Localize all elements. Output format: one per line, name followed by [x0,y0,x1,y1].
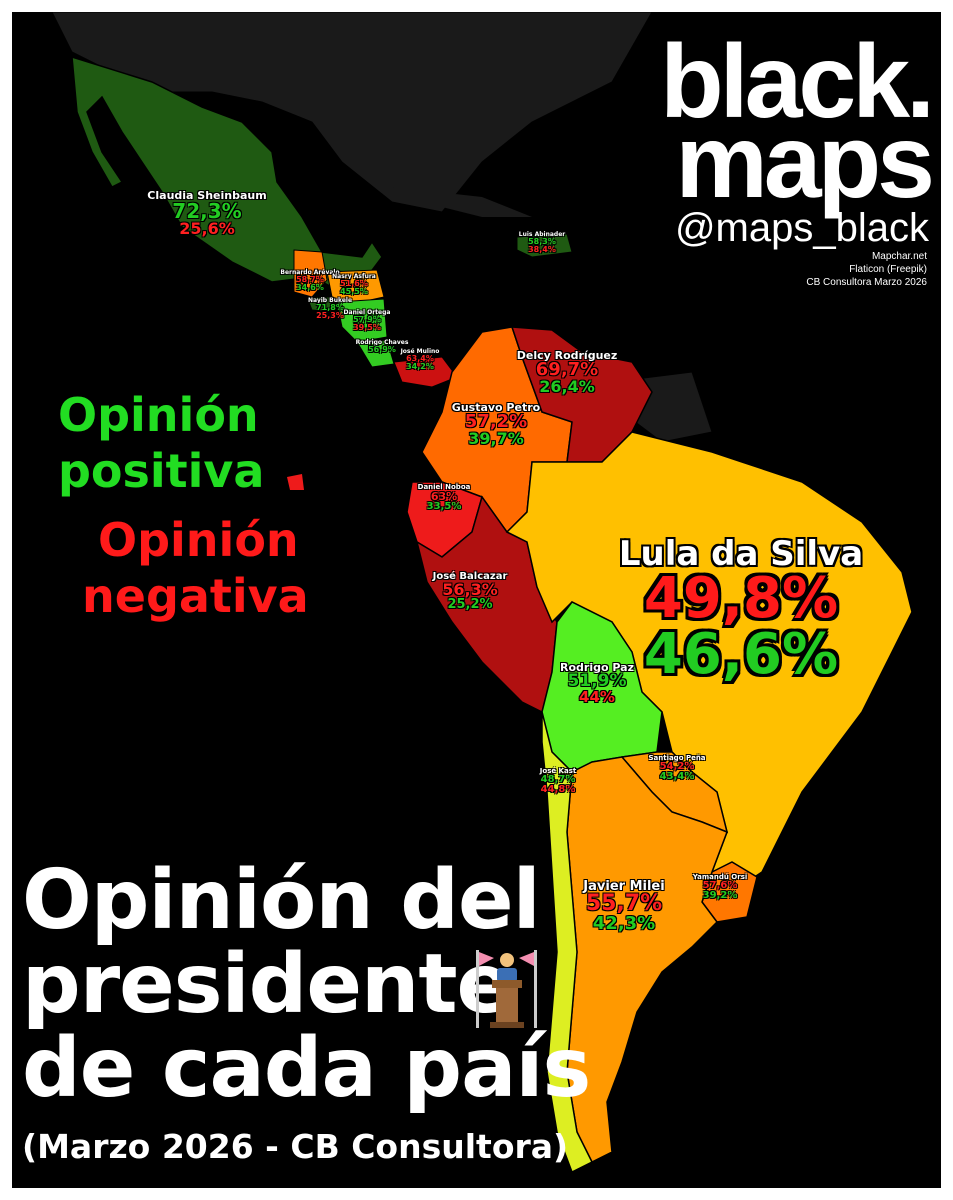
label-chile: José Kast 48,7% 44,8% [539,767,577,795]
brand-line2: maps [675,104,935,220]
latin-america-map [51,12,913,1174]
country-elsalvador [306,296,335,313]
label-venezuela: Delcy Rodríguez 69,7% 26,4% [516,349,618,396]
title-line2: presidente [22,937,512,1032]
subtitle: (Marzo 2026 - CB Consultora) [22,1127,569,1166]
country-dominican [516,233,573,258]
brand-handle: @maps_black [674,206,929,250]
country-nicaragua [336,298,388,343]
label-peru: José Balcazar 56,3% 25,2% [432,571,508,612]
region-galapagos [287,474,304,490]
map-canvas: black. maps @maps_black Mapchar.net Flat… [12,12,941,1188]
label-costarica: Rodrigo Chaves 56,9% [355,339,409,354]
label-ecuador: Daniel Noboa 63% 33,5% [417,483,471,512]
country-costarica [356,339,395,368]
title-line3: de cada país [22,1021,591,1116]
credit-3: CB Consultora Marzo 2026 [806,277,927,288]
credit-1: Mapchar.net [871,251,927,262]
label-uruguay: Yamandú Orsi 57,6% 39,2% [692,873,748,901]
label-brazil: Lula da Silva 49,8% 46,6% [618,534,864,687]
country-chile [541,711,594,1174]
country-guatemala [293,249,328,298]
label-paraguay: Santiago Peña 54,2% 43,4% [648,754,706,782]
label-colombia: Gustavo Petro 57,2% 39,7% [451,401,541,448]
label-panama: José Mulino 63,4% 34,2% [400,348,440,371]
region-cuba [392,187,532,217]
legend-positive-line2: positiva [58,444,265,498]
label-argentina: Javier Milei 55,7% 42,3% [583,879,665,934]
label-honduras: Nasry Asfura 51,6% 45,5% [332,273,376,296]
legend-positive-line1: Opinión [58,388,259,442]
country-mexico [71,55,383,288]
legend-negative-line2: negativa [82,569,309,623]
brand-line1: black. [660,24,935,140]
credit-2: Flaticon (Freepik) [849,264,927,275]
label-guatemala: Bernardo Arévalo 58,7% 34,6% [280,269,340,292]
label-nicaragua: Daniel Ortega 57,9% 39,5% [343,309,391,332]
label-bolivia: Rodrigo Paz 51,9% 44% [560,661,634,706]
label-mexico: Claudia Sheinbaum 72,3% 25,6% [147,189,267,238]
country-panama [393,356,458,388]
title-line1: Opinión del [22,853,541,948]
podium-speaker-icon [476,950,537,1028]
legend-negative-line1: Opinión [98,513,299,567]
label-dominican: Luis Abinader 58,3% 38,4% [518,231,566,254]
label-elsalvador: Nayib Bukele 71,8% 25,3% [307,297,353,320]
